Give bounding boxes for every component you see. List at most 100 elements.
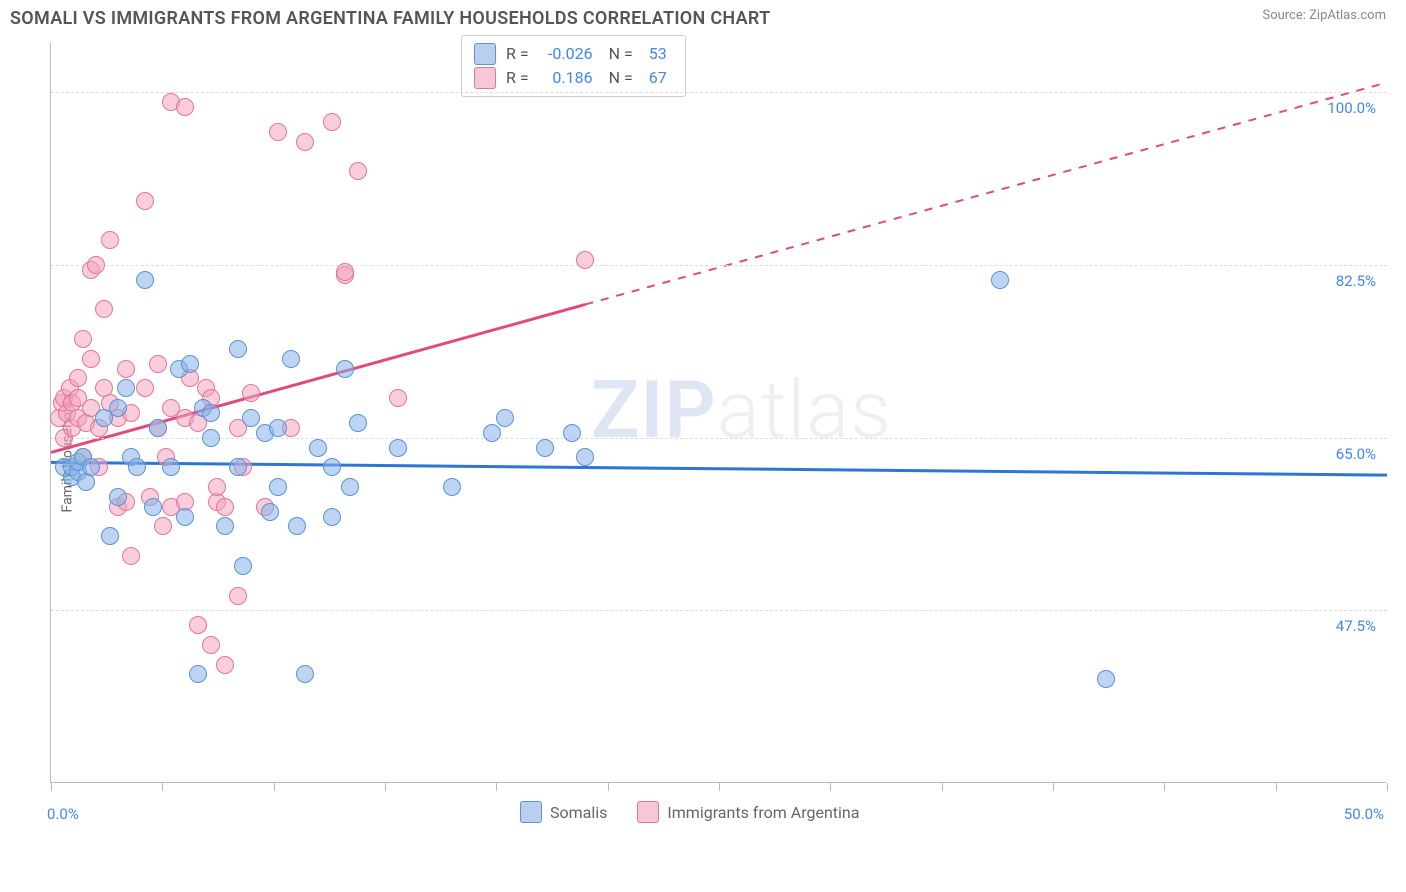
x-tick [385, 783, 386, 791]
data-point [176, 493, 194, 511]
data-point [197, 379, 215, 397]
data-point [309, 439, 327, 457]
data-point [336, 360, 354, 378]
data-point [82, 458, 100, 476]
data-point [389, 389, 407, 407]
x-tick [830, 783, 831, 791]
data-point [229, 587, 247, 605]
data-point [95, 409, 113, 427]
bottom-legend-item: Immigrants from Argentina [637, 801, 859, 823]
data-point [157, 448, 175, 466]
data-point [336, 266, 354, 284]
data-point [216, 498, 234, 516]
data-point [141, 488, 159, 506]
legend-r-label: R = [506, 66, 529, 90]
data-point [181, 369, 199, 387]
data-point [269, 123, 287, 141]
data-point [53, 394, 71, 412]
data-point [136, 192, 154, 210]
data-point [63, 458, 81, 476]
data-point [170, 360, 188, 378]
data-point [82, 350, 100, 368]
data-point [202, 389, 220, 407]
data-point [282, 419, 300, 437]
data-point [991, 271, 1009, 289]
data-point [149, 355, 167, 373]
data-point [189, 616, 207, 634]
legend-swatch [474, 43, 496, 65]
data-point [189, 414, 207, 432]
legend-series-name: Immigrants from Argentina [667, 803, 859, 822]
data-point [282, 350, 300, 368]
data-point [216, 517, 234, 535]
gridline [51, 265, 1387, 266]
legend-r-value: -0.026 [539, 42, 599, 66]
legend-n-label: N = [609, 42, 633, 66]
y-tick-label: 100.0% [1327, 99, 1376, 117]
data-point [162, 458, 180, 476]
data-point [117, 379, 135, 397]
data-point [74, 448, 92, 466]
legend-swatch [637, 801, 659, 823]
data-point [176, 409, 194, 427]
data-point [208, 478, 226, 496]
x-tick [1164, 783, 1165, 791]
legend-swatch [520, 801, 542, 823]
legend-row: R =-0.026N =53 [474, 42, 673, 66]
data-point [95, 379, 113, 397]
trend-line [585, 82, 1387, 304]
data-point [144, 498, 162, 516]
gridline [51, 92, 1387, 93]
gridline [51, 438, 1387, 439]
data-point [109, 409, 127, 427]
data-point [269, 478, 287, 496]
data-point [1097, 670, 1115, 688]
bottom-legend-item: Somalis [520, 801, 607, 823]
data-point [234, 557, 252, 575]
watermark-atlas: atlas [717, 363, 892, 457]
data-point [323, 458, 341, 476]
chart-container: Family Households ZIPatlas R =-0.026N =5… [0, 33, 1406, 873]
data-point [69, 409, 87, 427]
x-tick [719, 783, 720, 791]
data-point [109, 498, 127, 516]
data-point [162, 399, 180, 417]
data-point [69, 453, 87, 471]
data-point [55, 389, 73, 407]
data-point [349, 414, 367, 432]
x-tick [274, 783, 275, 791]
trend-line [51, 304, 585, 452]
data-point [136, 379, 154, 397]
data-point [109, 399, 127, 417]
data-point [181, 355, 199, 373]
data-point [162, 498, 180, 516]
data-point [149, 419, 167, 437]
data-point [117, 493, 135, 511]
data-point [74, 448, 92, 466]
x-max-label: 50.0% [1344, 805, 1384, 823]
series-legend: Somalis Immigrants from Argentina [520, 801, 859, 823]
legend-n-value: 53 [643, 42, 673, 66]
watermark: ZIPatlas [591, 363, 892, 457]
y-tick-label: 65.0% [1336, 445, 1376, 463]
data-point [296, 133, 314, 151]
plot-area: ZIPatlas R =-0.026N =53R =0.186N =67 47.… [50, 43, 1386, 783]
data-point [50, 409, 68, 427]
data-point [69, 369, 87, 387]
watermark-zip: ZIP [591, 363, 717, 457]
data-point [576, 448, 594, 466]
x-tick [1276, 783, 1277, 791]
data-point [208, 493, 226, 511]
data-point [269, 419, 287, 437]
data-point [323, 508, 341, 526]
data-point [242, 409, 260, 427]
data-point [63, 419, 81, 437]
x-tick [51, 783, 52, 791]
data-point [389, 439, 407, 457]
data-point [336, 263, 354, 281]
y-tick-label: 82.5% [1336, 272, 1376, 290]
data-point [101, 527, 119, 545]
data-point [483, 424, 501, 442]
source-label: Source: ZipAtlas.com [1262, 8, 1386, 23]
data-point [63, 394, 81, 412]
